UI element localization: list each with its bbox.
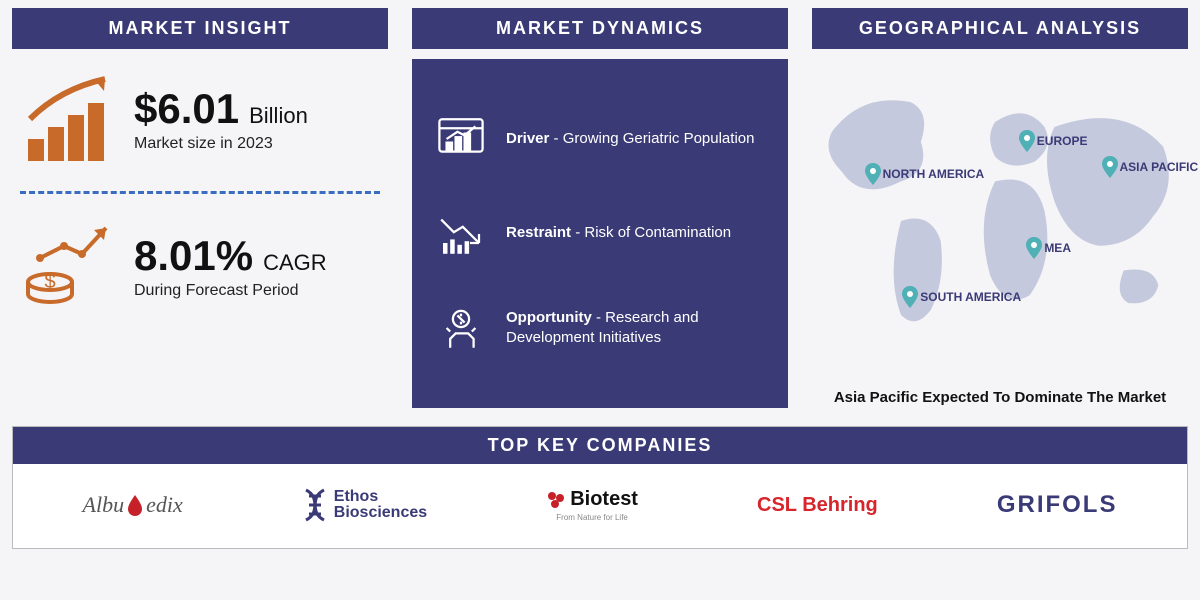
coin-trend-icon: $: [20, 216, 120, 316]
geo-caption: Asia Pacific Expected To Dominate The Ma…: [812, 383, 1188, 408]
dynamics-restraint-desc: Risk of Contamination: [584, 224, 731, 241]
company-grifols: GRIFOLS: [997, 491, 1118, 519]
companies-row: Albu edix Ethos Biosciences: [13, 464, 1187, 548]
dynamics-driver-desc: Growing Geriatric Population: [563, 130, 755, 147]
market-insight-panel: MARKET INSIGHT: [12, 8, 388, 408]
albumedix-droplet-icon: [126, 494, 144, 516]
geo-region-label: MEA: [1026, 237, 1071, 259]
market-size-text: $6.01 Billion Market size in 2023: [134, 85, 308, 153]
geo-region-label: ASIA PACIFIC: [1102, 156, 1199, 178]
chart-down-icon: [434, 207, 488, 261]
company-csl-name: CSL Behring: [757, 494, 878, 517]
insight-divider: [20, 191, 380, 194]
market-size-subtitle: Market size in 2023: [134, 135, 308, 153]
company-ethos-line1: Ethos: [334, 489, 427, 505]
cagr-value: 8.01%: [134, 232, 253, 280]
geo-region-label: EUROPE: [1019, 130, 1088, 152]
dna-helix-icon: [302, 488, 328, 522]
chart-up-icon: [434, 112, 488, 166]
company-biotest-tagline: From Nature for Life: [556, 513, 628, 522]
companies-panel: TOP KEY COMPANIES Albu edix Ethos Biosci…: [12, 426, 1188, 549]
geo-body: NORTH AMERICAEUROPEASIA PACIFICSOUTH AME…: [812, 59, 1188, 408]
market-insight-header: MARKET INSIGHT: [12, 8, 388, 49]
company-ethos-line2: Biosciences: [334, 505, 427, 521]
company-biotest-name: Biotest: [570, 488, 638, 511]
cagr-subtitle: During Forecast Period: [134, 282, 327, 300]
dynamics-driver-row: Driver - Growing Geriatric Population: [434, 112, 766, 166]
top-row: MARKET INSIGHT: [12, 8, 1188, 408]
market-size-unit: Billion: [249, 103, 308, 129]
company-csl: CSL Behring: [757, 494, 878, 517]
company-ethos: Ethos Biosciences: [302, 488, 427, 522]
market-size-value: $6.01: [134, 85, 239, 133]
cagr-block: $ 8.01% CAGR During Forecas: [20, 216, 380, 316]
dynamics-opportunity-row: Opportunity - Research and Development I…: [434, 301, 766, 355]
company-biotest: Biotest From Nature for Life: [546, 488, 638, 522]
market-size-block: $6.01 Billion Market size in 2023: [20, 69, 380, 169]
market-dynamics-header: MARKET DYNAMICS: [412, 8, 788, 49]
growth-bars-icon: [20, 69, 120, 169]
company-grifols-name: GRIFOLS: [997, 491, 1118, 519]
market-dynamics-panel: MARKET DYNAMICS Driver - Gro: [412, 8, 788, 408]
geo-panel: GEOGRAPHICAL ANALYSIS NORTH AMERICA EUROP…: [812, 8, 1188, 408]
biotest-dots-icon: [546, 490, 566, 510]
dynamics-restraint-title: Restraint: [506, 224, 571, 241]
geo-region-label: NORTH AMERICA: [865, 163, 985, 185]
company-albumedix: Albu edix: [83, 492, 183, 518]
dynamics-driver-title: Driver: [506, 130, 549, 147]
dynamics-opportunity-title: Opportunity: [506, 309, 592, 326]
cagr-text: 8.01% CAGR During Forecast Period: [134, 232, 327, 300]
market-dynamics-body: Driver - Growing Geriatric Population: [412, 59, 788, 408]
companies-header: TOP KEY COMPANIES: [13, 427, 1187, 464]
cagr-unit: CAGR: [263, 250, 327, 276]
hand-spark-icon: [434, 301, 488, 355]
geo-region-label: SOUTH AMERICA: [902, 286, 1021, 308]
world-map: NORTH AMERICAEUROPEASIA PACIFICSOUTH AME…: [812, 59, 1188, 383]
dynamics-restraint-row: Restraint - Risk of Contamination: [434, 207, 766, 261]
geo-header: GEOGRAPHICAL ANALYSIS: [812, 8, 1188, 49]
svg-text:$: $: [44, 271, 55, 293]
market-insight-body: $6.01 Billion Market size in 2023 $: [12, 59, 388, 316]
